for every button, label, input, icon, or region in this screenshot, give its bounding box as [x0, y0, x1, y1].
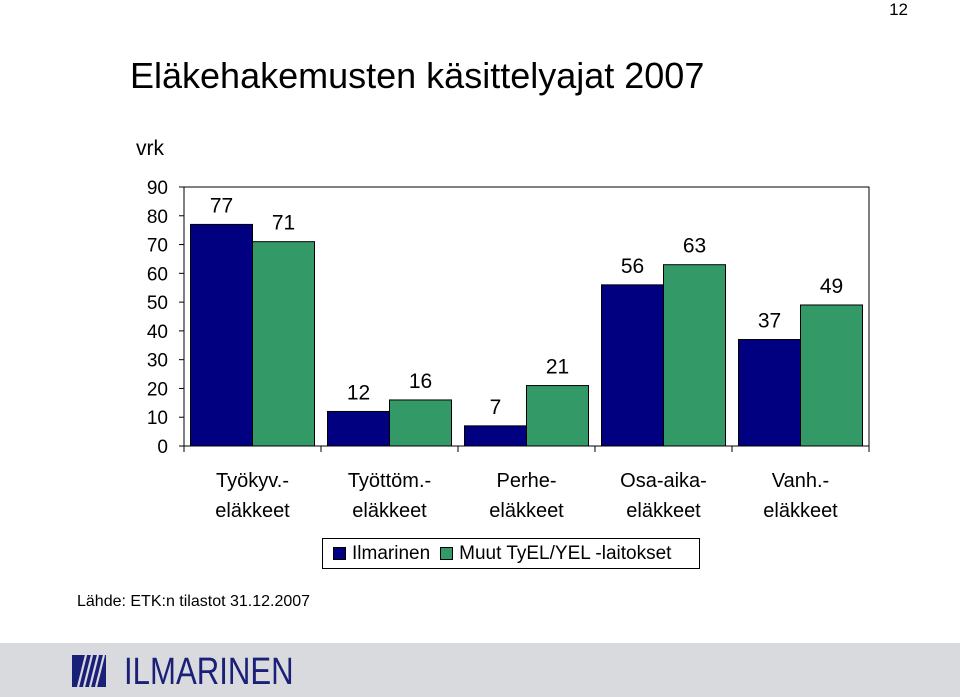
data-label: 77 — [210, 194, 233, 217]
category-label: Osa-aika-eläkkeet — [620, 470, 707, 522]
bar — [327, 410, 390, 447]
y-tick-label: 40 — [147, 322, 168, 343]
y-tick-label: 60 — [147, 264, 168, 285]
data-label: 7 — [490, 396, 502, 419]
category-label-line: Työkyv.- — [216, 470, 289, 492]
legend-item-muut: Muut TyEL/YEL -laitokset — [440, 543, 671, 565]
bar — [389, 399, 452, 447]
category-label-line: eläkkeet — [215, 500, 290, 522]
data-label: 16 — [409, 370, 432, 393]
data-label: 21 — [546, 356, 569, 379]
category-label: Vanh.- eläkkeet — [763, 470, 838, 522]
category-label: Työttöm.- eläkkeet — [348, 470, 431, 522]
category-label-line: eläkkeet — [352, 500, 427, 522]
y-tick-label: 80 — [147, 207, 168, 228]
bar — [601, 284, 664, 447]
y-tick-label: 50 — [147, 293, 168, 314]
data-label: 37 — [758, 310, 781, 333]
data-label: 63 — [683, 235, 706, 258]
bar — [663, 264, 726, 447]
category-label-line: eläkkeet — [489, 500, 564, 522]
bar — [190, 223, 253, 447]
category-label: Työkyv.- eläkkeet — [215, 470, 290, 522]
legend-label-muut: Muut TyEL/YEL -laitokset — [459, 542, 672, 564]
legend-item-ilmarinen: Ilmarinen — [333, 543, 430, 565]
y-tick-label: 90 — [147, 178, 168, 199]
bar — [738, 339, 801, 447]
data-label: 49 — [820, 275, 843, 298]
category-label: Perhe-eläkkeet — [489, 470, 564, 522]
ilmarinen-logo-icon — [72, 655, 106, 687]
y-axis-label: vrk — [136, 137, 164, 160]
page-number: 12 — [889, 0, 908, 19]
footer-band: ILMARINEN — [0, 643, 960, 697]
chart-legend: Ilmarinen Muut TyEL/YEL -laitokset — [322, 538, 700, 569]
source-note: Lähde: ETK:n tilastot 31.12.2007 — [77, 593, 311, 610]
y-tick-label: 10 — [147, 408, 168, 429]
legend-label-ilmarinen: Ilmarinen — [352, 542, 431, 564]
bar — [464, 425, 527, 447]
y-tick-label: 30 — [147, 351, 168, 372]
category-label-line: Työttöm.- — [348, 470, 431, 492]
bar-chart: 0 10 20 30 40 50 60 70 80 90 77 71 Työkyv.- eläkkeet 1… — [147, 178, 870, 522]
category-label-line: Osa-aika- — [620, 470, 707, 492]
category-label-line: Vanh.- — [772, 470, 829, 492]
bar — [526, 385, 589, 447]
bar — [252, 241, 315, 447]
y-tick-label: 20 — [147, 379, 168, 400]
data-label: 12 — [347, 381, 370, 404]
data-label: 71 — [272, 212, 295, 235]
chart-title: Eläkehakemusten käsittelyajat 2007 — [130, 55, 705, 96]
category-label-line: eläkkeet — [763, 500, 838, 522]
data-label: 56 — [621, 255, 644, 278]
ilmarinen-logo-text: ILMARINEN — [124, 651, 294, 693]
y-tick-label: 0 — [157, 437, 168, 458]
y-tick-label: 70 — [147, 236, 168, 257]
legend-swatch-ilmarinen — [333, 547, 346, 560]
bar — [800, 304, 863, 447]
legend-swatch-muut — [440, 547, 454, 560]
category-label-line: Perhe- — [496, 470, 556, 492]
category-label-line: eläkkeet — [626, 500, 701, 522]
